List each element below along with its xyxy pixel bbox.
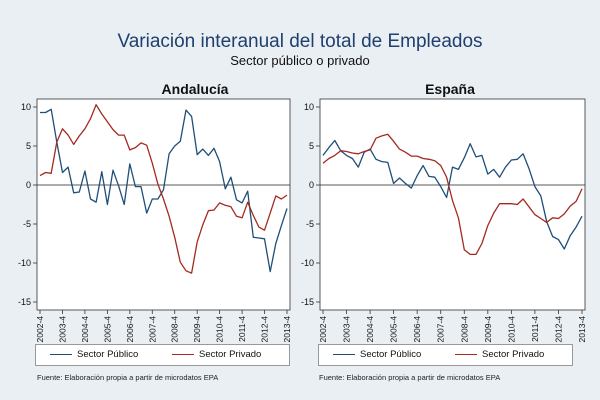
source-note-right: Fuente: Elaboración propia a partir de m… [319,373,501,382]
series-line-private [322,133,583,256]
y-tick-label: 5 [309,141,314,151]
legend-swatch-public [50,353,72,355]
legend-swatch-private [172,353,194,355]
series-line-private [39,104,288,274]
x-tick-label: 2006-4 [125,316,135,343]
x-tick-label: 2003-4 [342,316,352,343]
series-line-public [40,108,288,273]
y-tick-label: 5 [26,141,31,151]
plot-area [36,98,291,311]
x-tick-label: 2004-4 [365,316,375,343]
x-tick-label: 2007-4 [147,316,157,343]
x-tick-label: 2008-4 [170,316,180,343]
x-tick-label: 2005-4 [389,316,399,343]
x-tick-label: 2012-4 [553,316,563,343]
plot-area [319,98,586,311]
y-tick-label: 10 [21,102,31,112]
legend-label-private: Sector Privado [199,349,262,360]
y-tick-label: -15 [18,297,31,307]
y-tick-label: -5 [306,219,314,229]
x-tick-label: 2013-4 [282,316,292,343]
x-tick-label: 2008-4 [459,316,469,343]
y-tick-label: -5 [23,219,31,229]
x-tick-label: 2006-4 [412,316,422,343]
x-tick-label: 2002-4 [35,316,45,343]
x-tick-label: 2002-4 [318,316,328,343]
y-tick-label: -15 [301,297,314,307]
legend-swatch-private [455,353,477,355]
x-tick-label: 2004-4 [80,316,90,343]
y-tick-label: -10 [301,258,314,268]
legend-swatch-public [333,353,355,355]
y-tick-label: -10 [18,258,31,268]
main-subtitle: Sector público o privado [230,53,370,68]
legend-item-private: Sector Privado [455,349,544,360]
legend-item-public: Sector Público [50,349,138,360]
legend-label-private: Sector Privado [482,349,545,360]
legend-item-private: Sector Privado [172,349,261,360]
x-tick-label: 2010-4 [215,316,225,343]
y-tick-label: 10 [304,102,314,112]
panel-title-espana: España [425,81,475,97]
legend-espana: Sector Público Sector Privado [318,344,573,366]
x-tick-label: 2007-4 [436,316,446,343]
y-tick-label: 0 [309,180,314,190]
x-tick-label: 2011-4 [237,316,247,342]
x-tick-label: 2013-4 [577,316,587,343]
panel-title-andalucia: Andalucía [161,81,229,97]
source-note-left: Fuente: Elaboración propia a partir de m… [37,373,219,382]
legend-label-public: Sector Público [77,349,139,360]
x-tick-label: 2003-4 [57,316,67,343]
plot-espana: -15 -10 -5 0 5 10 2002-4 2003-4 2004-4 2005-4 2006… [301,98,587,343]
plot-andalucia: -15 -10 -5 0 5 10 2002-4 2003-4 2004-4 2005-4 2006… [18,98,292,343]
x-tick-label: 2009-4 [192,316,202,343]
legend-item-public: Sector Público [333,349,421,360]
legend-andalucia: Sector Público Sector Privado [35,344,290,366]
x-tick-label: 2005-4 [102,316,112,343]
x-tick-label: 2009-4 [483,316,493,343]
y-tick-label: 0 [26,180,31,190]
x-tick-label: 2012-4 [260,316,270,343]
main-title: Variación interanual del total de Emplea… [117,31,483,52]
x-tick-label: 2010-4 [506,316,516,343]
x-tick-label: 2011-4 [530,316,540,342]
legend-label-public: Sector Público [360,349,422,360]
